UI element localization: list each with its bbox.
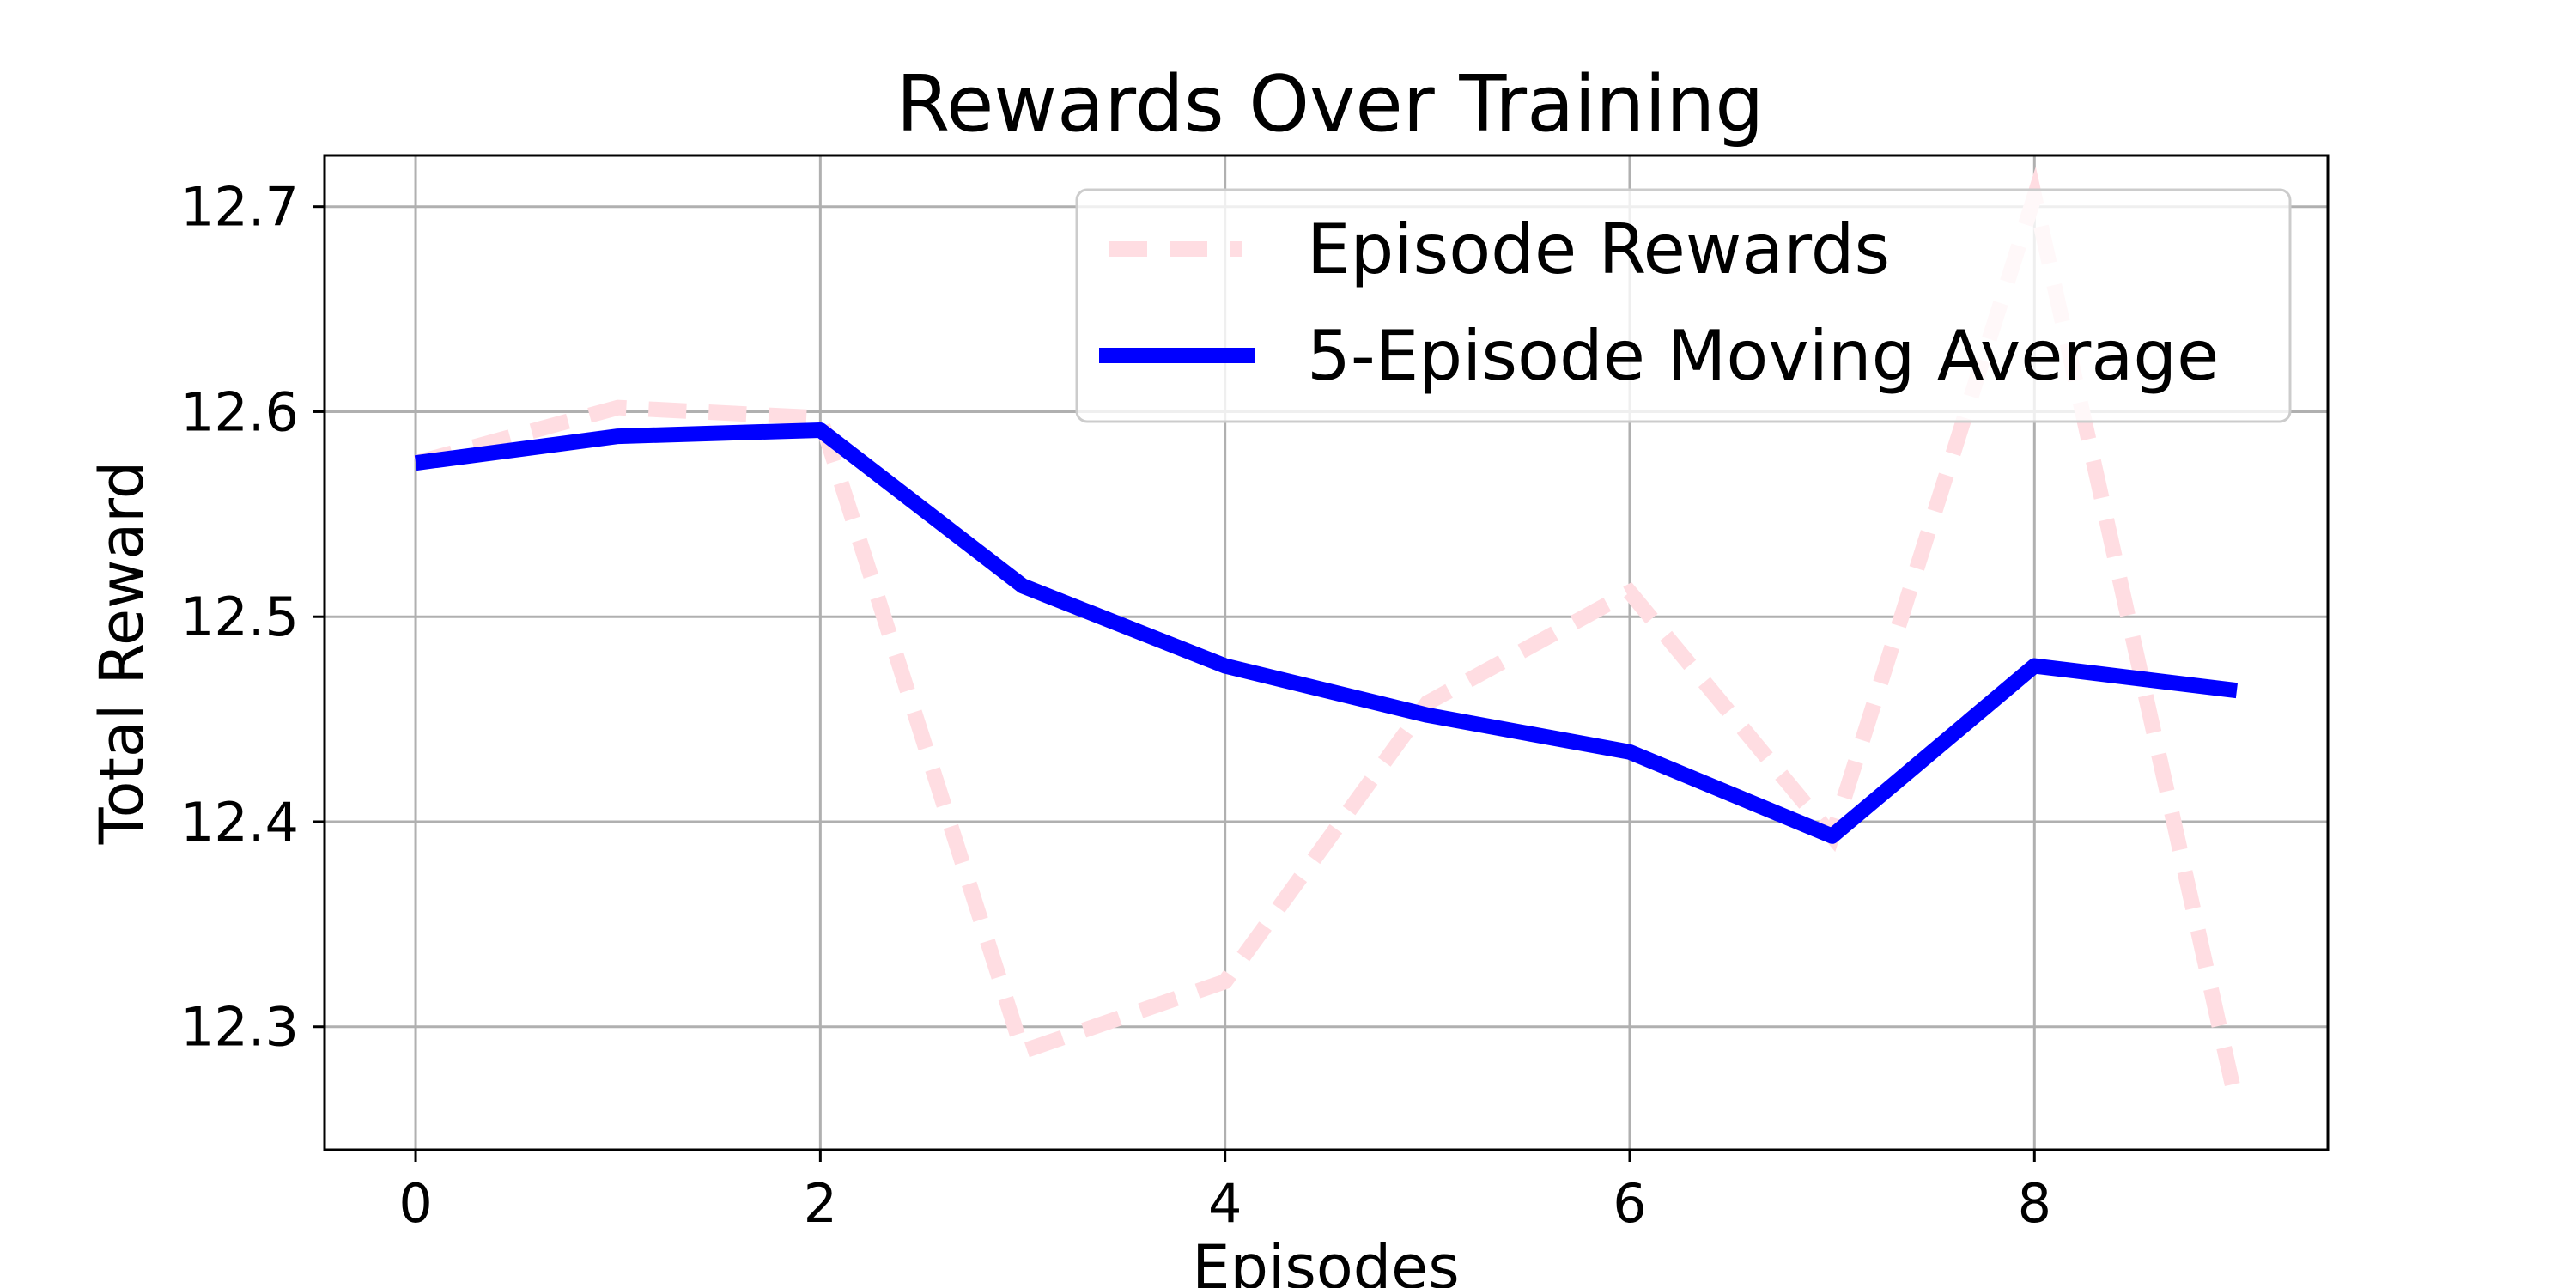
series-lines xyxy=(413,167,2245,1107)
y-tick-label: 12.5 xyxy=(180,586,299,648)
series-line-episode-rewards xyxy=(413,167,2245,1107)
legend-box xyxy=(1075,188,2292,423)
x-tick-label: 6 xyxy=(1613,1172,1646,1235)
plot-frame xyxy=(323,154,2330,1151)
x-tick-label: 0 xyxy=(398,1172,432,1235)
axis-ticks: 0 2 4 6 8 12.3 12.4 12.5 12.6 12.7 xyxy=(180,176,2051,1235)
x-tick-label: 8 xyxy=(2018,1172,2051,1235)
y-tick-label: 12.4 xyxy=(180,791,299,854)
x-tick-label: 4 xyxy=(1208,1172,1242,1235)
chart-title: Rewards Over Training xyxy=(896,59,1765,149)
x-tick-label: 2 xyxy=(804,1172,837,1235)
y-tick-label: 12.6 xyxy=(180,380,299,443)
y-tick-label: 12.3 xyxy=(180,996,299,1059)
legend-label-episode-rewards: Episode Rewards xyxy=(1307,210,1890,289)
x-axis-label: Episodes xyxy=(1192,1232,1459,1288)
y-tick-label: 12.7 xyxy=(180,176,299,239)
series-line-moving-average xyxy=(414,422,2239,844)
y-axis-label: Total Reward xyxy=(87,461,157,845)
legend: Episode Rewards 5-Episode Moving Average xyxy=(1075,188,2292,423)
legend-label-moving-average: 5-Episode Moving Average xyxy=(1307,316,2219,396)
